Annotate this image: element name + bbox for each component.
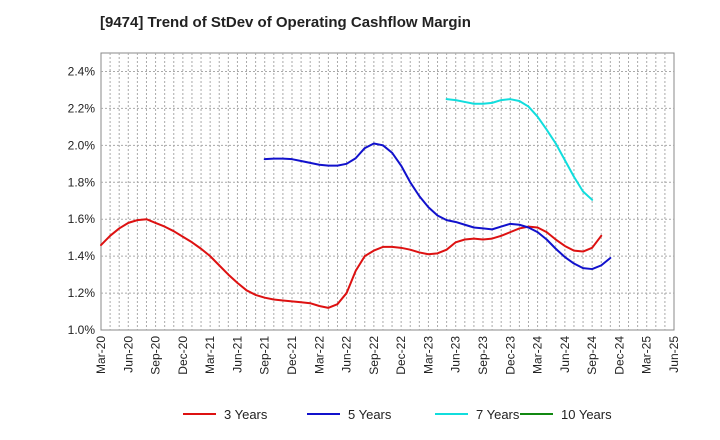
legend-label: 10 Years [561, 407, 612, 422]
legend-label: 3 Years [224, 407, 268, 422]
x-tick-label: Mar-21 [203, 336, 217, 374]
y-tick-label: 2.4% [68, 64, 96, 78]
x-tick-label: Jun-25 [667, 336, 681, 373]
y-tick-label: 2.0% [68, 138, 96, 152]
x-tick-label: Jun-22 [340, 336, 354, 373]
x-tick-label: Jun-23 [449, 336, 463, 373]
y-tick-label: 1.6% [68, 212, 96, 226]
x-tick-label: Mar-24 [531, 336, 545, 374]
x-tick-label: Jun-24 [558, 336, 572, 373]
series-group [100, 98, 612, 309]
x-tick-label: Dec-24 [612, 336, 626, 375]
series-line-3-years [100, 218, 603, 309]
x-tick-label: Mar-23 [421, 336, 435, 374]
series-line-5-years [263, 142, 612, 271]
x-tick-label: Mar-25 [640, 336, 654, 374]
y-tick-label: 2.2% [68, 101, 96, 115]
series-line-7-years [445, 98, 594, 201]
x-axis: Mar-20 Jun-20 Sep-20 Dec-20 Mar-21 Jun-21 Sep-… [94, 336, 681, 375]
y-tick-label: 1.4% [68, 249, 96, 263]
x-tick-label: Sep-21 [258, 336, 272, 375]
chart-title: [9474] Trend of StDev of Operating Cashf… [100, 14, 471, 31]
y-axis: 1.0% 1.2% 1.4% 1.6% 1.8% 2.0% 2.2% 2.4% [68, 64, 96, 337]
legend-label: 5 Years [348, 407, 392, 422]
legend: 3 Years 5 Years 7 Years 10 Years [183, 407, 612, 422]
x-tick-label: Dec-22 [394, 336, 408, 375]
legend-label: 7 Years [476, 407, 520, 422]
x-tick-label: Jun-21 [230, 336, 244, 373]
x-tick-label: Sep-22 [367, 336, 381, 375]
x-tick-label: Mar-20 [94, 336, 108, 374]
x-tick-label: Dec-23 [503, 336, 517, 375]
y-tick-label: 1.8% [68, 175, 96, 189]
y-tick-label: 1.2% [68, 286, 96, 300]
x-tick-label: Mar-22 [312, 336, 326, 374]
x-tick-label: Dec-21 [285, 336, 299, 375]
plot-frame [100, 52, 675, 331]
plot-area [100, 52, 675, 331]
x-tick-label: Sep-20 [149, 336, 163, 375]
y-tick-label: 1.0% [68, 323, 96, 337]
x-tick-label: Jun-20 [121, 336, 135, 373]
x-tick-label: Dec-20 [176, 336, 190, 375]
x-tick-label: Sep-24 [585, 336, 599, 375]
x-tick-label: Sep-23 [476, 336, 490, 375]
